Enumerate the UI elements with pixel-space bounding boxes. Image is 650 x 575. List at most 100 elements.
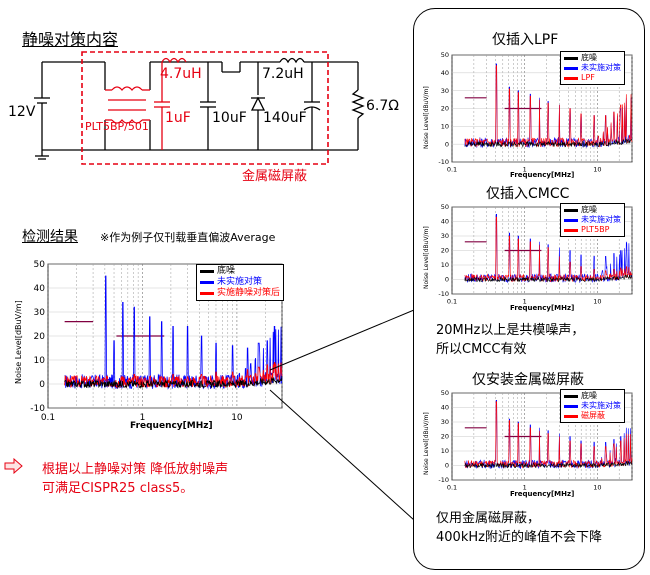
arrow-right-icon [4,458,23,474]
series-noise-floor-line [464,274,633,283]
y-tick-label: 20 [441,247,449,255]
x-tick-label: 1 [523,484,527,492]
legend-noise-floor: 底噪 [217,266,236,276]
x-tick-label: 1 [523,166,527,174]
y-tick-label: 40 [441,69,449,77]
y-tick-label: 0 [445,276,449,284]
y-tick-label: -10 [438,476,449,484]
results-heading: 检测结果 [22,229,78,245]
x-tick-label: 10 [593,298,601,306]
y-tick-label: 10 [441,447,449,455]
series-noise-floor-line [64,375,283,390]
y-tick-label: 0 [445,140,449,148]
cmcc-chart-xlabel: Frequency[MHz] [510,304,575,312]
legend-with-measure: 实施静噪对策后 [217,288,281,298]
series-with-measure-line [464,65,633,148]
cmcc-chart: -10 0 10 20 30 40 50 0.1 1 10 Noise Level[dBuV/m]… [418,201,640,316]
y-tick-label: 40 [441,404,449,412]
shield-chart-title: 仅安装金属磁屏蔽 [472,372,584,388]
series-noise-floor-line [464,460,633,469]
load-label: 6.7Ω [366,98,399,114]
cmcc-caption-1: 20MHz以上是共模噪声， [436,323,585,338]
shield-chart: -10 0 10 20 30 40 50 0.1 1 10 Noise Level[dBuV/m]… [418,387,640,502]
results-note: ※作为例子仅刊载垂直偏波Average [100,231,276,244]
main-chart: -10 0 10 20 30 40 50 0.1 1 10 Noise Level[dBuV/m]… [0,258,290,438]
x-tick-label: 1 [140,413,146,423]
main-chart-xlabel: Frequency[MHz] [130,421,213,431]
lpf-chart-ylabel: Noise Level[dBuV/m] [423,86,430,149]
comparison-panel: 仅插入LPF -10 0 10 20 30 40 50 0.1 1 10 Noise Level[… [413,8,645,570]
y-tick-label: 30 [441,418,449,426]
x-tick-label: 0.1 [447,166,457,174]
y-tick-label: -10 [30,404,45,414]
cmcc-chart-title: 仅插入CMCC [486,186,570,202]
legend-plt5bp: PLT5BP [581,225,610,234]
main-chart-legend: 底噪 未实施对策 实施静噪对策后 [196,264,285,301]
lpf-chart-title: 仅插入LPF [492,32,559,48]
y-tick-label: 0 [445,462,449,470]
shield-chart-legend: 底噪 未实施对策 磁屏蔽 [560,389,625,423]
series-noise-floor-line [464,138,633,148]
y-tick-label: 50 [441,389,449,397]
legend-no-measure: 未实施对策 [217,277,263,287]
cap-3-label: 140uF [263,110,307,126]
y-tick-label: 10 [34,356,46,366]
shield-chart-xlabel: Frequency[MHz] [510,490,575,498]
y-tick-label: 50 [441,51,449,59]
x-tick-label: 10 [593,166,601,174]
cmcc-chart-legend: 底噪 未实施对策 PLT5BP [560,203,625,237]
cmcc-chart-ylabel: Noise Level[dBuV/m] [423,226,430,289]
inductor-1-label: 4.7uH [160,66,202,82]
legend-noise-floor: 底噪 [581,391,597,400]
x-tick-label: 0.1 [447,298,457,306]
series-no-measure-line [464,63,633,148]
x-tick-label: 10 [231,413,243,423]
y-tick-label: 40 [34,284,46,294]
cap-1-label: 1uF [165,110,191,126]
conclusion-line-2: 可满足CISPR25 class5。 [42,481,194,496]
y-tick-label: 20 [34,332,46,342]
y-tick-label: 20 [441,105,449,113]
y-tick-label: 10 [441,261,449,269]
source-voltage-label: 12V [8,104,36,120]
legend-noise-floor: 底噪 [581,205,597,214]
y-tick-label: 10 [441,123,449,131]
x-tick-label: 0.1 [447,484,457,492]
y-tick-label: -10 [438,158,449,166]
legend-no-measure: 未实施对策 [581,401,621,410]
conclusion-line-1: 根据以上静噪对策 降低放射噪声 [42,462,229,477]
legend-no-measure: 未实施对策 [581,63,621,72]
shield-caption-1: 仅用金属磁屏蔽， [436,511,541,526]
x-tick-label: 10 [593,484,601,492]
lpf-chart-legend: 底噪 未实施对策 LPF [560,51,625,85]
lpf-chart: -10 0 10 20 30 40 50 0.1 1 10 Noise Level[dBuV/m]… [418,49,640,184]
series-with-measure-line [64,362,283,389]
shield-box [81,51,329,165]
y-tick-label: 50 [441,203,449,211]
legend-no-measure: 未实施对策 [581,215,621,224]
page-title: 静噪对策内容 [22,30,119,49]
legend-lpf: LPF [581,73,595,82]
y-tick-label: 30 [34,308,46,318]
circuit-schematic [34,51,365,165]
y-tick-label: -10 [438,290,449,298]
y-tick-label: 50 [34,260,46,270]
y-tick-label: 0 [39,380,45,390]
shield-chart-ylabel: Noise Level[dBuV/m] [423,412,430,475]
lpf-chart-xlabel: Frequency[MHz] [510,171,575,179]
cmcc-caption-2: 所以CMCC有效 [436,342,527,357]
cmc-part-label: PLT5BP/501 [85,120,149,133]
series-with-measure-line [464,401,633,469]
inductor-2-label: 7.2uH [262,66,304,82]
shield-label: 金属磁屏蔽 [242,169,308,184]
legend-shield: 磁屏蔽 [581,411,605,420]
legend-noise-floor: 底噪 [581,53,597,62]
cap-2-label: 10uF [212,110,247,126]
y-tick-label: 40 [441,218,449,226]
series-no-measure-line [464,400,633,470]
x-tick-label: 1 [523,298,527,306]
y-tick-label: 30 [441,87,449,95]
shield-caption-2: 400kHz附近的峰值不会下降 [436,530,602,545]
y-tick-label: 20 [441,433,449,441]
